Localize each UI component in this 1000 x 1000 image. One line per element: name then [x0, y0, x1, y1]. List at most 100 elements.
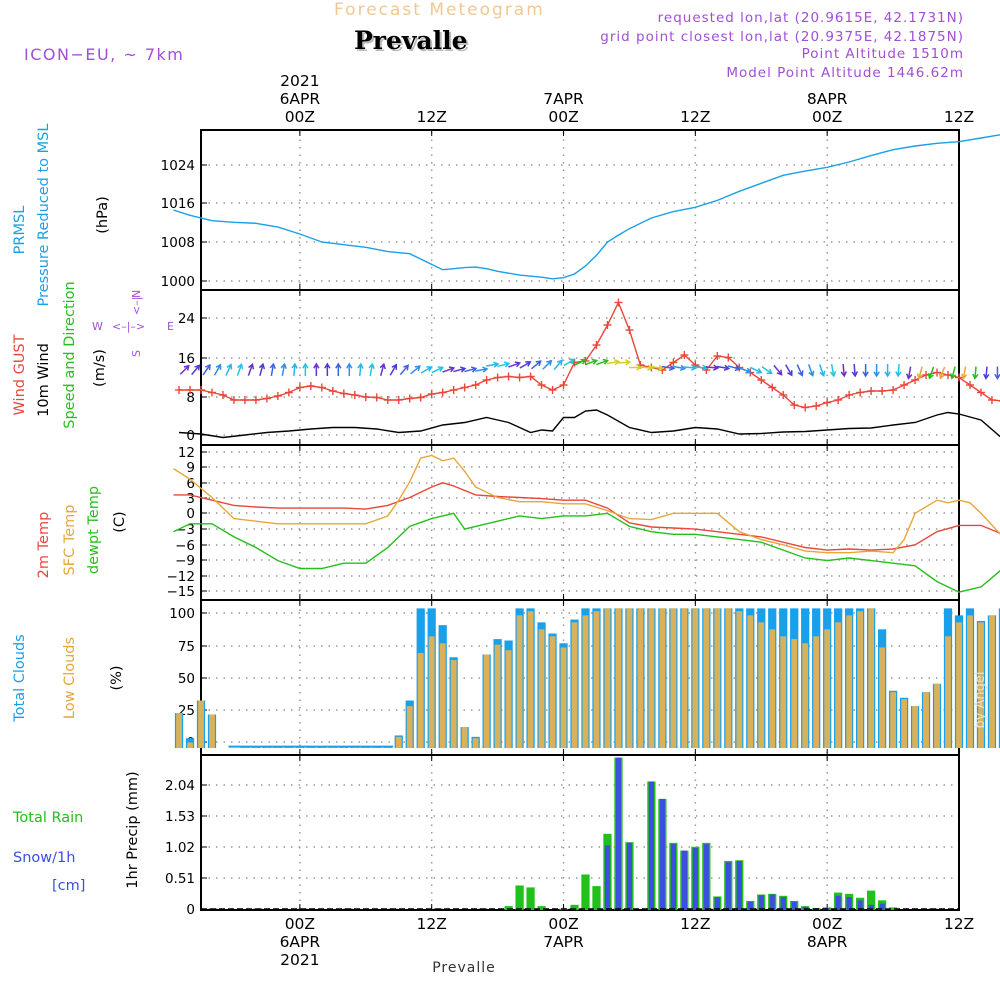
arrow-head — [269, 362, 276, 370]
arrow-head — [514, 361, 522, 368]
precipitation-axis-label: [cm] — [52, 878, 85, 894]
arrow-shaft — [542, 360, 552, 370]
snow-bar — [626, 842, 633, 910]
arrow-head — [535, 360, 542, 367]
wind-gust-marker — [273, 392, 282, 400]
low-cloud-bar — [615, 608, 622, 749]
wind-gust-marker — [471, 381, 480, 389]
y-tick-label: 9 — [186, 460, 195, 476]
wind-gust-marker — [933, 368, 942, 377]
wind-gust-marker — [416, 393, 425, 402]
y-tick-label: 1000 — [161, 274, 195, 290]
low-cloud-bar — [176, 713, 182, 749]
precipitation-axis-label: 1hr Precip (mm) — [125, 771, 141, 888]
top-time-label: 00Z — [812, 108, 842, 126]
low-cloud-bar — [813, 636, 820, 749]
arrow-head — [851, 371, 859, 378]
wind-direction-arrow — [705, 364, 720, 371]
snow-bar — [846, 897, 852, 910]
wind-gust-marker — [186, 386, 195, 394]
wind-gust-marker — [724, 353, 733, 362]
arrow-head — [701, 364, 709, 371]
wind-gust-marker — [592, 341, 601, 349]
wind-direction-arrow — [313, 362, 320, 376]
arrow-head — [248, 362, 255, 370]
arrow-shaft — [202, 364, 211, 376]
wind-direction-arrow — [738, 367, 752, 374]
arrow-head — [723, 364, 731, 372]
wind-gust-marker — [965, 381, 974, 389]
arrow-head — [906, 373, 913, 380]
wind-direction-arrow — [884, 364, 891, 378]
pressure-axis-label: (hPa) — [95, 196, 111, 233]
arrow-shaft — [951, 366, 956, 379]
wind-gust-marker — [768, 383, 777, 392]
snow-bar — [615, 757, 622, 910]
snow-bar — [736, 860, 742, 910]
arrow-head — [414, 365, 421, 372]
arrow-head — [691, 364, 698, 371]
wind-gust-marker — [197, 386, 205, 394]
low-cloud-bar — [439, 643, 446, 749]
arrow-shaft — [585, 359, 597, 366]
wind-direction-arrow — [553, 359, 563, 371]
arrow-head — [556, 359, 563, 366]
footer-location: Prevalle — [432, 960, 496, 976]
grid-point-coords: grid point closest lon,lat (20.9375E, 42… — [600, 29, 964, 45]
temperature-axis-label: SFC Temp — [62, 505, 78, 576]
wind-gust-marker — [372, 393, 381, 402]
y-tick-label: 1.53 — [165, 809, 195, 825]
y-tick-label: −6 — [175, 538, 195, 554]
arrow-shaft — [606, 360, 619, 365]
wind-gust-marker — [845, 391, 854, 399]
wind-gust-marker — [878, 387, 887, 395]
low-cloud-bar — [703, 608, 710, 749]
arrow-head — [503, 361, 511, 368]
arrow-head — [840, 371, 848, 378]
rain-bar — [515, 885, 524, 910]
wind-direction-arrow — [818, 364, 826, 378]
arrow-head — [258, 362, 266, 370]
top-time-label: 6APR — [280, 90, 321, 108]
low-cloud-bar — [934, 683, 940, 749]
arrow-head — [280, 362, 287, 370]
low-cloud-bar — [780, 636, 787, 749]
wind-gust-marker — [867, 387, 876, 395]
arrow-head — [591, 358, 598, 365]
arrow-shaft — [985, 366, 988, 379]
pressure-line — [173, 134, 1000, 280]
rain-bar — [592, 886, 601, 910]
low-cloud-bar — [714, 608, 721, 749]
arrow-shaft — [420, 366, 432, 374]
arrow-head — [426, 366, 433, 372]
pressure-frame — [200, 129, 960, 291]
total-cloud-bar — [998, 608, 1000, 749]
arrow-head — [972, 373, 979, 380]
low-cloud-bar — [967, 615, 973, 749]
y-tick-label: 0.51 — [165, 871, 195, 887]
bottom-time-label: 2021 — [280, 951, 319, 969]
low-cloud-bar — [505, 650, 512, 749]
bottom-time-label: 12Z — [680, 915, 710, 933]
arrow-shaft — [750, 366, 762, 374]
wind-gust-line — [179, 300, 1000, 409]
arrow-shaft — [761, 365, 773, 375]
y-tick-label: 3 — [186, 491, 195, 507]
arrow-shaft — [818, 364, 825, 376]
arrow-shaft — [785, 364, 793, 376]
wind-direction-arrow — [650, 364, 665, 372]
wind-direction-arrow — [716, 364, 731, 372]
snow-bar — [648, 781, 655, 910]
wind-gust-marker — [537, 381, 546, 389]
wind-speed-line — [178, 409, 1000, 439]
arrow-head — [493, 361, 500, 368]
wind-gust-marker — [262, 394, 271, 403]
wind-direction-arrow — [628, 364, 643, 371]
arrow-head — [302, 362, 309, 369]
rain-bar — [581, 874, 590, 910]
low-cloud-bar — [725, 608, 732, 749]
arrow-head — [734, 364, 741, 372]
wind-gust-marker — [900, 381, 909, 389]
wind-gust-marker — [790, 401, 799, 409]
low-cloud-bar — [417, 653, 424, 749]
